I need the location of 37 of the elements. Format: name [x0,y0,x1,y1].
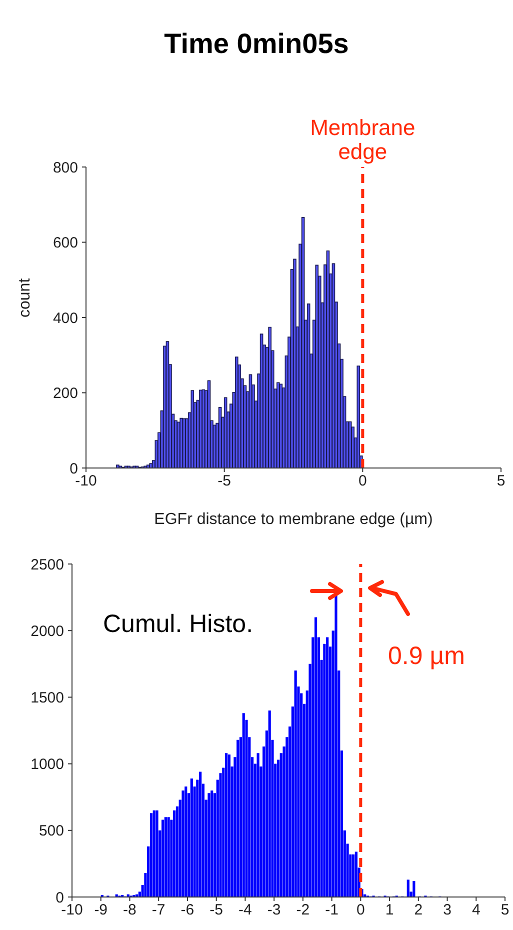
annotation: 0.9 µm [388,642,465,671]
y-tick-label: 200 [52,385,78,402]
x-tick-label: -4 [238,902,252,919]
x-tick-label: 5 [500,902,510,919]
y-tick-label: 0 [70,460,78,478]
y-tick-label: 600 [52,234,78,252]
y-tick-label: 1000 [30,756,64,774]
x-tick-label: -3 [267,902,281,919]
y-tick-label: 1500 [30,690,64,707]
x-tick-label: -10 [75,472,97,490]
chart-title: Time 0min05s [163,28,350,60]
x-tick-label: 1 [385,902,394,919]
x-tick-label: 2 [414,902,423,919]
x-tick-label: -7 [152,902,166,919]
y-tick-label: 400 [52,310,78,327]
ref-line-label: Membrane edge [310,115,416,164]
x-tick-label: -6 [180,902,194,919]
y-tick-label: 0 [56,889,64,906]
x-tick-label: 5 [496,472,506,490]
y-axis-title: count [16,278,34,318]
x-tick-label: -8 [123,902,136,919]
x-tick-label: 0 [358,472,367,490]
x-axis-title: EGFr distance to membrane edge (µm) [154,511,433,528]
x-tick-label: 4 [472,902,480,919]
x-tick-label: -10 [61,902,83,919]
y-tick-label: 2500 [30,556,64,574]
y-tick-label: 2000 [30,622,64,640]
x-tick-label: -5 [218,472,232,490]
x-tick-label: 0 [356,902,365,919]
x-tick-label: -5 [210,902,224,919]
x-tick-label: -9 [94,902,108,919]
x-tick-label: 3 [443,902,452,919]
x-tick-label: -2 [296,902,310,919]
y-tick-label: 800 [52,159,78,176]
x-tick-label: -1 [325,902,338,919]
y-tick-label: 500 [38,822,64,840]
annotation: Cumul. Histo. [103,610,254,639]
